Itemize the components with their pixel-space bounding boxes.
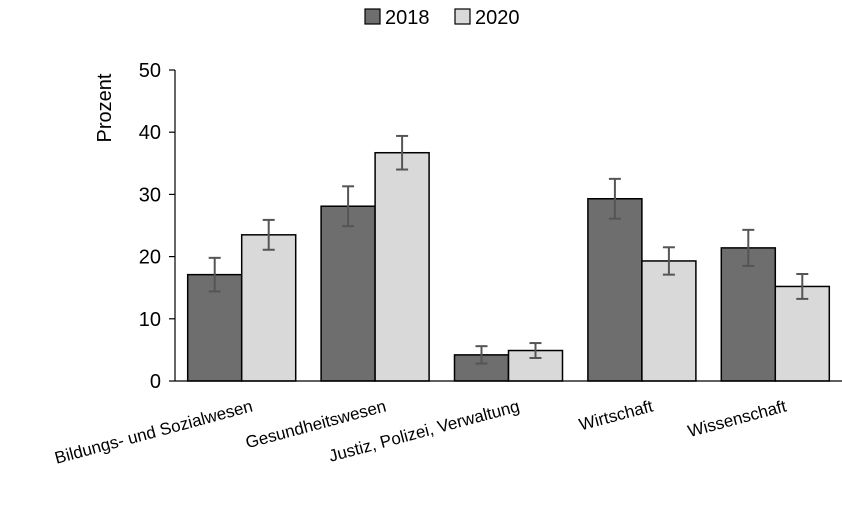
x-axis: Bildungs- und SozialwesenGesundheitswese… xyxy=(53,380,842,468)
y-axis: 0 10 20 30 40 50 xyxy=(139,60,176,393)
error-bar-2020-gesundheitswesen xyxy=(396,134,409,171)
bar-2018-gesundheitswesen xyxy=(320,205,376,382)
error-bar-2018-bildungs-und-sozialwesen xyxy=(208,256,221,293)
x-tick-label: Bildungs- und Sozialwesen xyxy=(53,397,255,468)
bar-group-wissenschaft xyxy=(720,228,831,382)
bar-2018-wirtschaft xyxy=(587,198,643,382)
error-bar-2018-wissenschaft xyxy=(742,228,755,267)
bar-2020-gesundheitswesen xyxy=(374,151,430,382)
x-tick-label: Wirtschaft xyxy=(577,396,655,434)
y-tick-label: 20 xyxy=(139,247,161,269)
legend-label: 2018 xyxy=(385,7,430,29)
y-axis-label: Prozent xyxy=(94,73,116,142)
bar-group-wirtschaft xyxy=(587,177,697,382)
legend: 2018 2020 xyxy=(364,7,520,29)
error-bar-2018-gesundheitswesen xyxy=(342,185,355,228)
bar-group-gesundheitswesen xyxy=(320,134,430,382)
bar-group-bildungs-und-sozialwesen xyxy=(186,218,297,382)
legend-swatch xyxy=(454,8,471,25)
bar-2020-bildungs-und-sozialwesen xyxy=(240,234,297,382)
y-tick-label: 50 xyxy=(139,60,161,82)
bar-2020-wissenschaft xyxy=(774,285,831,382)
bar-group-justiz-polizei-verwaltung xyxy=(453,342,564,382)
y-tick-label: 10 xyxy=(139,309,161,331)
legend-item-2020: 2020 xyxy=(454,7,520,29)
y-tick-label: 0 xyxy=(150,371,161,393)
x-tick-label: Wissenschaft xyxy=(686,396,789,441)
error-bar-2020-bildungs-und-sozialwesen xyxy=(262,218,275,251)
y-tick-label: 30 xyxy=(139,184,161,206)
bars xyxy=(186,134,831,382)
error-bar-2018-wirtschaft xyxy=(608,177,621,220)
y-tick-label: 40 xyxy=(139,122,161,144)
error-bar-2020-wirtschaft xyxy=(662,246,675,276)
error-bar-2018-justiz-polizei-verwaltung xyxy=(475,345,488,365)
legend-swatch xyxy=(364,8,381,25)
bar-2020-wirtschaft xyxy=(641,260,697,382)
error-bar-2020-justiz-polizei-verwaltung xyxy=(529,342,542,359)
legend-item-2018: 2018 xyxy=(364,7,430,29)
error-bar-2020-wissenschaft xyxy=(796,273,809,300)
bar-2018-wissenschaft xyxy=(720,247,777,382)
legend-label: 2020 xyxy=(475,7,520,29)
